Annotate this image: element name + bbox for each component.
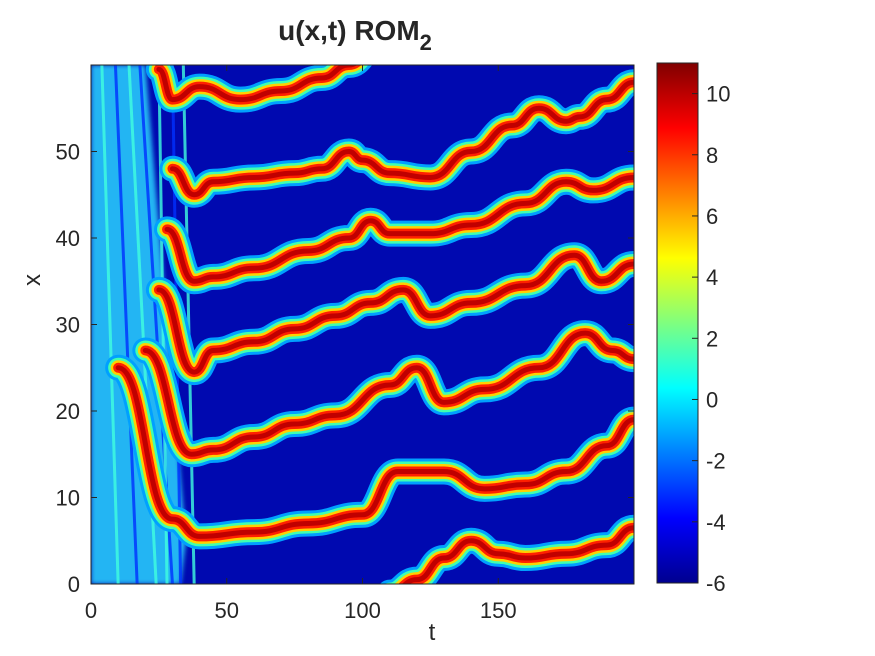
y-tick-label: 30 [56, 313, 80, 338]
colorbar-tick-label: 0 [706, 387, 718, 412]
ridge-0 [156, 65, 358, 103]
x-tick-label: 100 [344, 598, 381, 623]
y-axis-ticks: 0 10 20 30 40 50 [56, 140, 634, 597]
ridge-5 [115, 365, 634, 539]
x-axis-ticks: 0 50 100 150 [85, 65, 517, 623]
colorbar-tick-label: 2 [706, 326, 718, 351]
x-axis-label: t [429, 619, 436, 646]
colorbar-tick-label: -6 [706, 571, 726, 596]
transient-streak [181, 65, 196, 584]
colorbar-tick-label: 6 [706, 204, 718, 229]
chart-title-subscript: 2 [420, 30, 432, 55]
transient-streak [100, 65, 120, 584]
chart-title: u(x,t) ROM2 [278, 15, 432, 55]
y-tick-label: 50 [56, 140, 80, 165]
colorbar-tick-label: 4 [706, 265, 718, 290]
ridge-6 [401, 525, 634, 584]
transient-streak [113, 65, 139, 584]
x-tick-label: 150 [480, 598, 517, 623]
colorbar-tick-label: -2 [706, 449, 726, 474]
heatmap-ridges [105, 65, 634, 584]
y-tick-label: 10 [56, 486, 80, 511]
ridge-3 [156, 252, 634, 375]
colorbar-tick-label: -4 [706, 510, 726, 535]
ridge-2 [164, 174, 634, 284]
x-tick-label: 50 [215, 598, 239, 623]
y-tick-label: 0 [68, 572, 80, 597]
y-axis-label: x [19, 274, 46, 286]
x-tick-label: 0 [85, 598, 97, 623]
colorbar-tick-label: 10 [706, 82, 730, 107]
colorbar [656, 62, 699, 584]
heatmap-area [91, 65, 634, 584]
y-tick-label: 40 [56, 226, 80, 251]
colorbar-ticks: -6 -4 -2 0 2 4 6 8 10 [692, 82, 730, 596]
y-tick-label: 20 [56, 399, 80, 424]
ridge-1 [169, 79, 634, 198]
colorbar-tick-label: 8 [706, 143, 718, 168]
ridge-4 [142, 330, 634, 457]
